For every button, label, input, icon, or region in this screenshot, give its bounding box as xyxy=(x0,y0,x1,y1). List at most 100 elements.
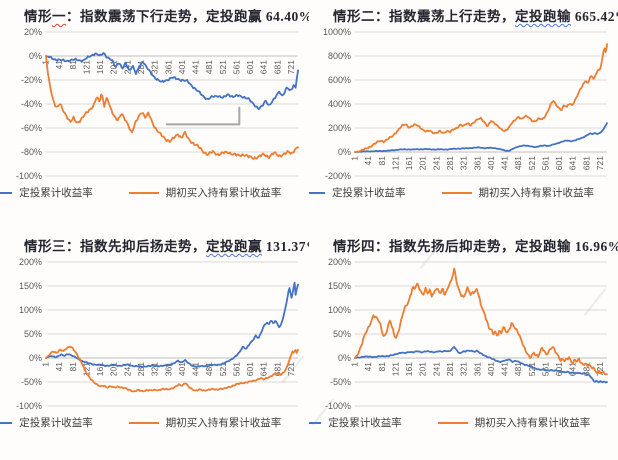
legend-item-lump: 期初买入持有累计收益率 xyxy=(437,415,591,430)
legend-line-swatch-sip xyxy=(0,191,13,194)
line-chart-scenario-2: 1000% 800% 600% 400% 200% 0% -200% 1 41 81 121 161 2… xyxy=(323,27,608,181)
x-tick-label: 561 xyxy=(231,362,241,376)
x-tick-label: 441 xyxy=(500,362,510,376)
y-tick-label: 1000% xyxy=(323,27,351,37)
chart-cell-scenario-3: 情形三：指数先抑后扬走势，定投跑赢 131.37%↵ 200%150%100%5… xyxy=(0,230,309,460)
series-line-sip xyxy=(354,122,608,153)
chart-cell-scenario-4: 情形四：指数先扬后抑走势，定投跑输 16.96%↵ 200% 150% 100% 50… xyxy=(309,230,618,460)
title-segment: 665.42% xyxy=(574,9,618,24)
line-chart-scenario-1: 20% 0% -20% -40% -60% -80% -100% 1 41 81 121 161 201… xyxy=(16,27,299,181)
x-tick-label: 81 xyxy=(68,362,78,372)
title-segment-wavy: 定投跑输 xyxy=(515,9,571,24)
x-tick-label: 161 xyxy=(404,362,414,376)
y-tick-label: -200% xyxy=(325,171,351,181)
y-tick-label: 600% xyxy=(328,75,351,85)
series-line-lump xyxy=(45,55,299,160)
y-tick-label: 0% xyxy=(338,353,351,363)
legend-item-sip: 定投累计收益率 xyxy=(309,415,402,430)
x-tick-label: 41 xyxy=(54,60,64,70)
x-tick-label: 561 xyxy=(231,60,241,74)
x-tick-label: 601 xyxy=(245,60,255,74)
y-tick-label: -60% xyxy=(21,123,42,133)
legend-label-lump: 期初买入持有累计收益率 xyxy=(474,417,591,429)
x-tick-label: 1 xyxy=(350,362,360,367)
y-tick-label: 0% xyxy=(29,51,42,61)
x-tick-label: 121 xyxy=(81,60,91,74)
x-tick-label: 281 xyxy=(136,362,146,376)
x-tick-label: 641 xyxy=(259,362,269,376)
legend-label-sip: 定投累计收益率 xyxy=(328,417,402,429)
x-tick-label: 681 xyxy=(272,60,282,74)
y-tick-label: 800% xyxy=(328,51,351,61)
x-tick-label: 41 xyxy=(363,362,373,372)
x-tick-label: 281 xyxy=(445,156,455,170)
x-tick-label: 201 xyxy=(109,60,119,74)
chart-legend: 定投累计收益率 期初买入持有累计收益率 ↵ xyxy=(0,185,309,200)
chart-title-scenario-2: 情形二：指数震荡上行走势，定投跑输 665.42%↵ xyxy=(333,5,618,25)
legend-line-swatch-lump xyxy=(441,191,472,194)
y-tick-label: -80% xyxy=(21,147,42,157)
legend-item-sip: 定投累计收益率 xyxy=(309,185,406,200)
y-tick-label: -50% xyxy=(330,377,351,387)
x-tick-label: 161 xyxy=(95,362,105,376)
x-tick-label: 81 xyxy=(377,362,387,372)
y-tick-label: 50% xyxy=(24,329,42,339)
x-tick-label: 321 xyxy=(459,362,469,376)
x-tick-label: 321 xyxy=(150,362,160,376)
x-tick-label: 1 xyxy=(41,362,51,367)
y-tick-label: 200% xyxy=(328,257,351,267)
x-tick-label: 321 xyxy=(459,156,469,170)
x-tick-label: 281 xyxy=(445,362,455,376)
series-line-sip xyxy=(354,346,608,384)
x-tick-label: 481 xyxy=(204,60,214,74)
title-segment: 情形四：指数先扬后抑走势，定投跑输 16.96% xyxy=(333,239,618,254)
x-tick-label: 81 xyxy=(68,60,78,70)
x-tick-label: 721 xyxy=(595,362,605,376)
y-tick-label: 200% xyxy=(328,123,351,133)
x-tick-label: 721 xyxy=(286,362,296,376)
chart-cell-scenario-1: 情形一：指数震荡下行走势，定投跑赢 64.40%↵ 20% 0% -20% -40% -… xyxy=(0,0,309,230)
x-tick-label: 361 xyxy=(163,60,173,74)
x-tick-label: 201 xyxy=(418,362,428,376)
x-tick-label: 681 xyxy=(581,156,591,170)
chart-title-scenario-4: 情形四：指数先扬后抑走势，定投跑输 16.96%↵ xyxy=(333,235,618,255)
x-tick-label: 721 xyxy=(595,156,605,170)
x-tick-label: 481 xyxy=(204,362,214,376)
x-tick-label: 561 xyxy=(540,362,550,376)
legend-item-lump: 期初买入持有累计收益率 xyxy=(128,185,281,200)
x-tick-label: 481 xyxy=(513,362,523,376)
y-tick-label: 200% xyxy=(19,257,42,267)
x-tick-label: 401 xyxy=(486,362,496,376)
title-segment-wavy: 定投跑赢 xyxy=(206,239,262,254)
series-line-lump xyxy=(354,43,608,153)
title-segment: 情形二：指数震荡上行走势， xyxy=(333,9,515,24)
legend-line-swatch-sip xyxy=(0,421,13,424)
x-tick-label: 521 xyxy=(218,60,228,74)
x-tick-label: 601 xyxy=(245,362,255,376)
legend-item-lump: 期初买入持有累计收益率 xyxy=(128,415,282,430)
x-tick-label: 121 xyxy=(81,362,91,376)
x-tick-label: 361 xyxy=(163,362,173,376)
x-tick-label: 641 xyxy=(568,362,578,376)
chart-legend: 定投累计收益率 期初买入持有累计收益率 ↵ xyxy=(0,415,309,430)
title-segment: 情形三：指数先抑后扬走势， xyxy=(24,239,206,254)
x-tick-label: 601 xyxy=(554,156,564,170)
x-tick-label: 401 xyxy=(177,362,187,376)
x-tick-label: 521 xyxy=(218,362,228,376)
x-tick-label: 441 xyxy=(191,60,201,74)
x-tick-label: 481 xyxy=(513,156,523,170)
x-tick-label: 201 xyxy=(418,156,428,170)
legend-line-swatch-lump xyxy=(437,421,468,424)
series-line-sip xyxy=(45,281,299,369)
x-tick-label: 161 xyxy=(404,156,414,170)
x-tick-label: 121 xyxy=(390,362,400,376)
legend-label-lump: 期初买入持有累计收益率 xyxy=(165,417,282,429)
y-tick-label: 0% xyxy=(338,147,351,157)
legend-line-swatch-lump xyxy=(128,191,159,194)
series-line-sip xyxy=(45,52,299,111)
x-tick-label: 361 xyxy=(472,362,482,376)
title-segment: ：指数震荡下行走势，定投跑赢 64.40% xyxy=(66,9,309,24)
x-tick-label: 41 xyxy=(363,156,373,166)
legend-line-swatch-lump xyxy=(128,421,159,424)
title-segment: 情形 xyxy=(24,9,52,24)
